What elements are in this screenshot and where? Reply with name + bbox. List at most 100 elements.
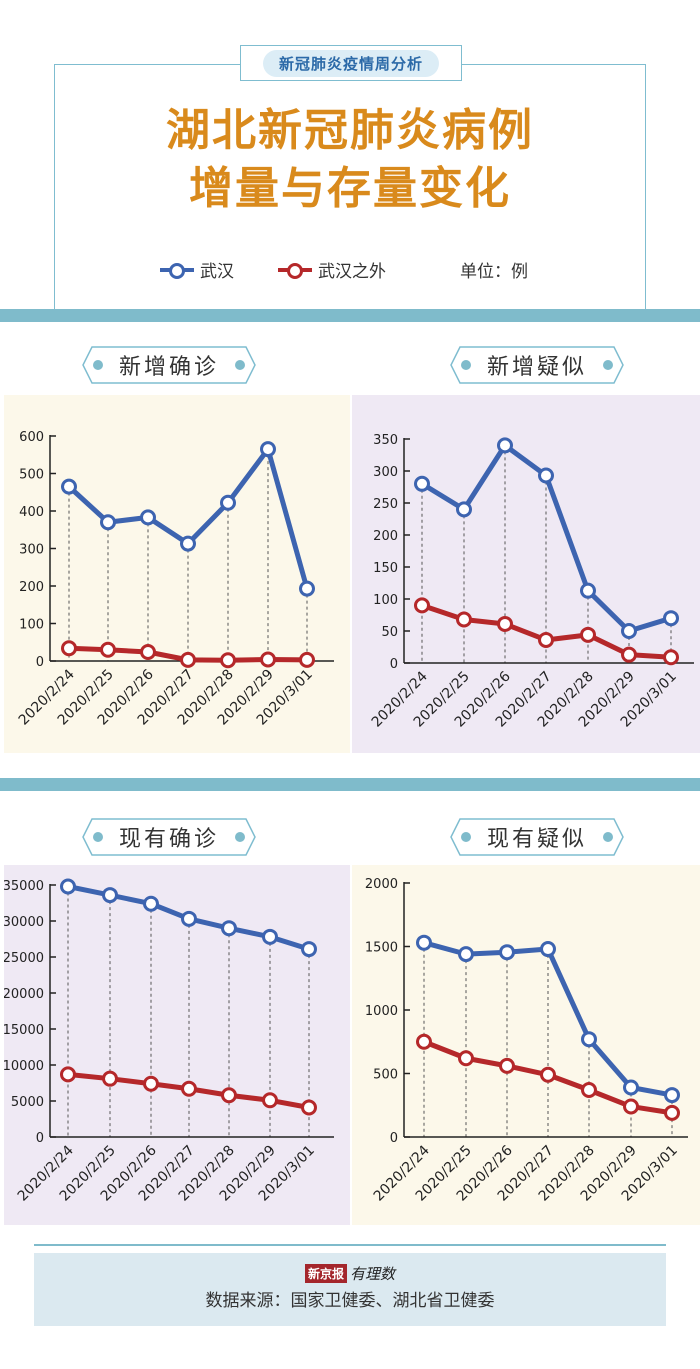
data-point <box>621 623 637 639</box>
y-tick-label: 600 <box>19 430 44 445</box>
legend-item-outside: 武汉之外 <box>278 257 386 282</box>
data-point <box>221 1087 237 1104</box>
line-marker-icon <box>160 262 194 279</box>
data-point <box>180 651 196 668</box>
brand-box: 新京报 <box>304 1264 347 1283</box>
data-point <box>100 641 116 658</box>
data-point <box>60 878 76 895</box>
data-point <box>621 646 637 663</box>
page-title-line1: 湖北新冠肺炎病例 <box>166 105 534 156</box>
data-point <box>416 1033 432 1050</box>
data-point <box>664 1104 680 1121</box>
y-tick-label: 500 <box>19 468 44 483</box>
brand-script: 有理数 <box>350 1265 396 1283</box>
y-tick-label: 100 <box>19 618 44 633</box>
data-point <box>499 944 515 961</box>
data-point <box>663 610 679 627</box>
y-tick-label: 35000 <box>4 879 44 894</box>
data-point <box>497 437 513 454</box>
panel-label-new-confirmed: 新增确诊 <box>82 346 256 384</box>
data-point <box>221 920 237 937</box>
y-tick-label: 300 <box>19 543 44 558</box>
y-tick-label: 25000 <box>4 951 44 966</box>
legend-label-wuhan: 武汉 <box>200 262 234 282</box>
y-tick-label: 250 <box>373 497 398 512</box>
y-tick-label: 350 <box>373 433 398 448</box>
data-point <box>299 580 315 597</box>
footer-divider <box>34 1244 666 1246</box>
data-point <box>181 1080 197 1097</box>
footer: 新京报 有理数 数据来源：国家卫健委、湖北省卫健委 <box>34 1253 666 1326</box>
data-point <box>260 651 276 668</box>
legend: 武汉 武汉之外 单位：例 <box>160 257 528 282</box>
series-tag: 新冠肺炎疫情周分析 <box>240 45 462 81</box>
data-source: 数据来源：国家卫健委、湖北省卫健委 <box>205 1291 495 1311</box>
y-tick-label: 0 <box>36 1131 44 1146</box>
chart-current-suspected: 05001000150020002020/2/242020/2/252020/2… <box>352 865 700 1225</box>
data-point <box>100 514 116 531</box>
panel-label-current-confirmed: 现有确诊 <box>82 818 256 856</box>
data-point <box>458 946 474 963</box>
data-point <box>140 509 156 526</box>
chart-current-confirmed: 050001000015000200002500030000350002020/… <box>4 865 350 1225</box>
data-point <box>140 644 156 660</box>
data-point <box>220 652 236 669</box>
data-point <box>260 441 276 458</box>
data-point <box>220 494 236 511</box>
data-point <box>60 1066 76 1083</box>
y-tick-label: 30000 <box>4 915 44 930</box>
panel-label-new-suspected: 新增疑似 <box>450 346 624 384</box>
panel-label-current-suspected: 现有疑似 <box>450 818 624 856</box>
y-tick-label: 500 <box>373 1068 398 1083</box>
data-point <box>102 1070 118 1087</box>
header-frame <box>54 64 646 310</box>
y-tick-label: 1500 <box>365 941 398 956</box>
data-point <box>143 1075 159 1092</box>
y-tick-label: 0 <box>390 1131 398 1146</box>
y-tick-label: 2000 <box>365 877 398 892</box>
data-point <box>180 535 196 552</box>
data-point <box>623 1098 639 1115</box>
data-point <box>301 941 317 958</box>
data-point <box>456 501 472 518</box>
page-title-line2: 增量与存量变化 <box>189 163 511 214</box>
data-point <box>102 887 118 904</box>
data-point <box>61 478 77 495</box>
data-point <box>497 615 513 632</box>
series-tag-label: 新冠肺炎疫情周分析 <box>262 49 439 77</box>
section-divider <box>0 309 700 322</box>
y-tick-label: 150 <box>373 561 398 576</box>
legend-label-outside: 武汉之外 <box>318 262 386 282</box>
y-tick-label: 50 <box>381 625 398 640</box>
data-point <box>143 895 159 912</box>
data-point <box>499 1057 515 1074</box>
data-point <box>664 1087 680 1104</box>
y-tick-label: 5000 <box>11 1095 44 1110</box>
data-point <box>416 934 432 951</box>
data-point <box>623 1079 639 1096</box>
y-tick-label: 1000 <box>365 1004 398 1019</box>
data-point <box>538 467 554 484</box>
data-point <box>299 651 315 668</box>
line-marker-icon <box>278 262 312 279</box>
data-point <box>540 941 556 958</box>
data-point <box>262 928 278 945</box>
y-tick-label: 20000 <box>4 987 44 1002</box>
data-point <box>540 1066 556 1083</box>
y-tick-label: 15000 <box>4 1023 44 1038</box>
y-tick-label: 10000 <box>4 1059 44 1074</box>
brand-logo: 新京报 有理数 <box>34 1263 666 1284</box>
data-point <box>581 1031 597 1048</box>
data-point <box>181 910 197 927</box>
data-point <box>581 1082 597 1099</box>
section-divider <box>0 778 700 791</box>
chart-new-suspected: 0501001502002503003502020/2/242020/2/252… <box>352 395 700 753</box>
data-point <box>458 1050 474 1067</box>
data-point <box>262 1092 278 1109</box>
y-tick-label: 200 <box>373 529 398 544</box>
data-point <box>414 597 430 614</box>
legend-item-wuhan: 武汉 <box>160 257 234 282</box>
chart-new-confirmed: 01002003004005006002020/2/242020/2/25202… <box>4 395 350 753</box>
data-point <box>61 640 77 657</box>
y-tick-label: 0 <box>36 655 44 670</box>
